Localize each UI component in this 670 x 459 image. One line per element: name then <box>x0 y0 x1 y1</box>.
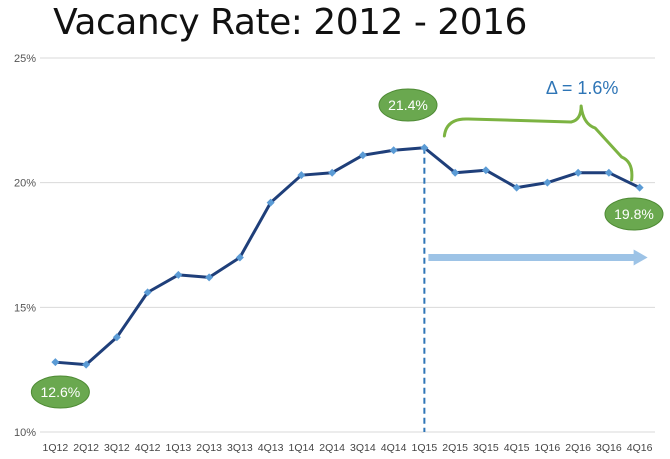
x-tick-label: 4Q14 <box>381 442 407 454</box>
x-tick-label: 2Q14 <box>319 442 345 454</box>
data-point <box>481 166 490 175</box>
callout-bubble <box>604 197 664 231</box>
callout-layer: 12.6% 21.4% 19.8% <box>30 88 664 409</box>
data-point <box>328 168 337 177</box>
brace-layer: Δ = 1.6% <box>442 78 634 182</box>
x-tick-label: 4Q16 <box>627 442 653 454</box>
data-point <box>174 270 183 279</box>
x-tick-label: 4Q13 <box>258 442 284 454</box>
x-tick-label: 3Q14 <box>350 442 376 454</box>
x-tick-label: 2Q12 <box>73 442 99 454</box>
series-layer <box>51 143 644 369</box>
callout-text: 19.8% <box>614 206 654 222</box>
data-point <box>235 253 244 262</box>
callout-bubble <box>30 375 90 409</box>
delta-label: Δ = 1.6% <box>546 78 619 98</box>
data-point <box>82 360 91 369</box>
data-point <box>451 168 460 177</box>
data-point <box>635 183 644 192</box>
chart-title: Vacancy Rate: 2012 - 2016 <box>53 2 527 43</box>
data-point <box>574 168 583 177</box>
x-tick-label: 2Q16 <box>565 442 591 454</box>
series-line <box>55 146 641 367</box>
x-tick-label: 4Q15 <box>504 442 530 454</box>
y-tick-label: 20% <box>14 178 36 190</box>
x-tick-label: 1Q12 <box>43 442 69 454</box>
x-tick-label: 2Q15 <box>442 442 468 454</box>
data-point <box>420 143 429 152</box>
x-tick-label: 1Q14 <box>289 442 315 454</box>
data-point <box>604 168 613 177</box>
callout-text: 21.4% <box>388 97 428 113</box>
data-point <box>205 273 214 282</box>
start-callout: 12.6% <box>30 375 90 409</box>
callout-text: 12.6% <box>41 384 81 400</box>
data-point <box>358 151 367 160</box>
data-point <box>543 178 552 187</box>
x-axis-ticks: 1Q12 2Q12 3Q12 4Q12 1Q13 2Q13 3Q13 4Q13 1Q14 2Q14… <box>43 442 653 454</box>
data-point <box>297 171 306 180</box>
peak-callout: 21.4% <box>378 88 438 122</box>
x-tick-label: 3Q13 <box>227 442 253 454</box>
x-tick-label: 2Q13 <box>196 442 222 454</box>
x-tick-label: 1Q15 <box>412 442 438 454</box>
y-axis-ticks: 10% 15% 20% 25% <box>14 53 36 439</box>
x-tick-label: 3Q15 <box>473 442 499 454</box>
callout-bubble <box>378 88 438 122</box>
y-tick-label: 25% <box>14 53 36 65</box>
trend-arrow-head <box>633 249 648 266</box>
data-point <box>512 183 521 192</box>
data-point <box>51 358 60 367</box>
data-point <box>389 146 398 155</box>
data-point <box>266 198 275 207</box>
data-point <box>143 288 152 297</box>
trend-arrow-layer <box>428 249 648 266</box>
data-point <box>112 333 121 342</box>
end-callout: 19.8% <box>604 197 664 231</box>
x-tick-label: 3Q12 <box>104 442 130 454</box>
y-tick-label: 15% <box>14 302 36 314</box>
grid-lines <box>40 57 655 433</box>
x-tick-label: 1Q13 <box>166 442 192 454</box>
x-tick-label: 3Q16 <box>596 442 622 454</box>
delta-brace <box>442 104 634 182</box>
y-tick-label: 10% <box>14 427 36 439</box>
x-tick-label: 4Q12 <box>135 442 161 454</box>
x-tick-label: 1Q16 <box>535 442 561 454</box>
